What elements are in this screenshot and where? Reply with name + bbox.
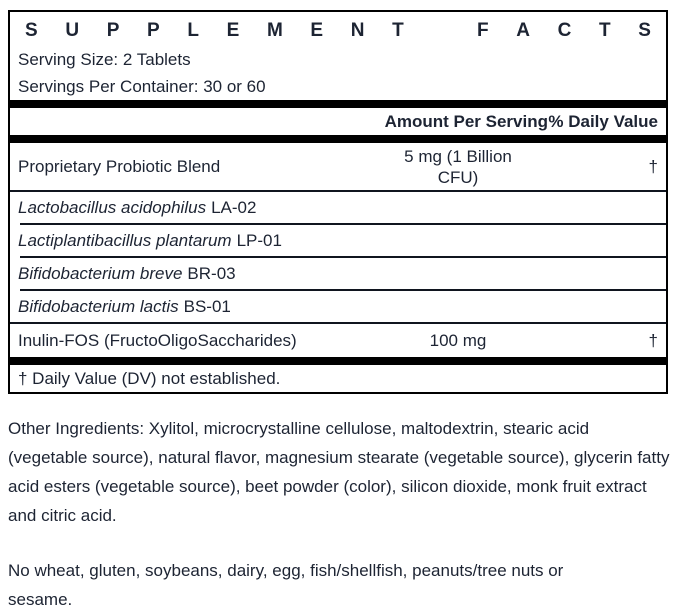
- column-header-daily-value: % Daily Value: [548, 111, 658, 131]
- ingredient-name: Bifidobacterium lactis BS-01: [18, 297, 658, 317]
- amount-value-text: 5 mg (1 Billion CFU): [404, 146, 512, 187]
- ingredient-species: Lactiplantibacillus plantarum: [18, 230, 232, 250]
- thick-divider-bar: [10, 357, 666, 365]
- table-row: Lactobacillus acidophilus LA-02: [10, 192, 666, 223]
- column-header-row: Amount Per Serving % Daily Value: [10, 108, 666, 135]
- hairline-divider: [20, 289, 666, 291]
- daily-value: †: [648, 330, 658, 350]
- ingredient-species: Lactobacillus acidophilus: [18, 197, 207, 217]
- footnote: † Daily Value (DV) not established.: [18, 368, 281, 388]
- hairline-divider: [20, 256, 666, 258]
- ingredient-name: Proprietary Probiotic Blend: [18, 156, 221, 176]
- daily-value: †: [648, 156, 658, 176]
- hairline-divider: [10, 322, 666, 324]
- ingredient-species: Bifidobacterium lactis: [18, 296, 179, 316]
- table-row: Bifidobacterium breve BR-03: [10, 258, 666, 289]
- table-row: Proprietary Probiotic Blend 5 mg (1 Bill…: [10, 143, 666, 190]
- amount-value: 100 mg: [429, 331, 487, 350]
- column-header-amount: Amount Per Serving: [384, 112, 548, 131]
- serving-size: Serving Size: 2 Tablets: [18, 50, 191, 69]
- ingredient-species: Bifidobacterium breve: [18, 263, 183, 283]
- servings-per-container: Servings Per Container: 30 or 60: [18, 77, 266, 96]
- table-row: Inulin-FOS (FructoOligoSaccharides) 100 …: [10, 324, 666, 357]
- ingredient-name: Bifidobacterium breve BR-03: [18, 264, 658, 284]
- thick-divider-bar: [10, 135, 666, 143]
- ingredient-name: Lactobacillus acidophilus LA-02: [18, 198, 658, 218]
- hairline-divider: [20, 223, 666, 225]
- ingredient-strain: LA-02: [211, 197, 257, 217]
- ingredient-strain: LP-01: [236, 230, 282, 250]
- thick-divider-bar: [10, 100, 666, 108]
- ingredient-name: Lactiplantibacillus plantarum LP-01: [18, 231, 658, 251]
- hairline-divider: [10, 190, 666, 192]
- table-row: Lactiplantibacillus plantarum LP-01: [10, 225, 666, 256]
- ingredient-strain: BS-01: [183, 296, 231, 316]
- table-row: Bifidobacterium lactis BS-01: [10, 291, 666, 322]
- amount-value: 5 mg (1 Billion CFU): [368, 146, 548, 188]
- ingredient-strain: BR-03: [187, 263, 236, 283]
- ingredient-name: Inulin-FOS (FructoOligoSaccharides): [18, 330, 297, 350]
- other-ingredients-paragraph: Other Ingredients: Xylitol, microcrystal…: [8, 419, 670, 525]
- allergen-paragraph: No wheat, gluten, soybeans, dairy, egg, …: [8, 561, 564, 609]
